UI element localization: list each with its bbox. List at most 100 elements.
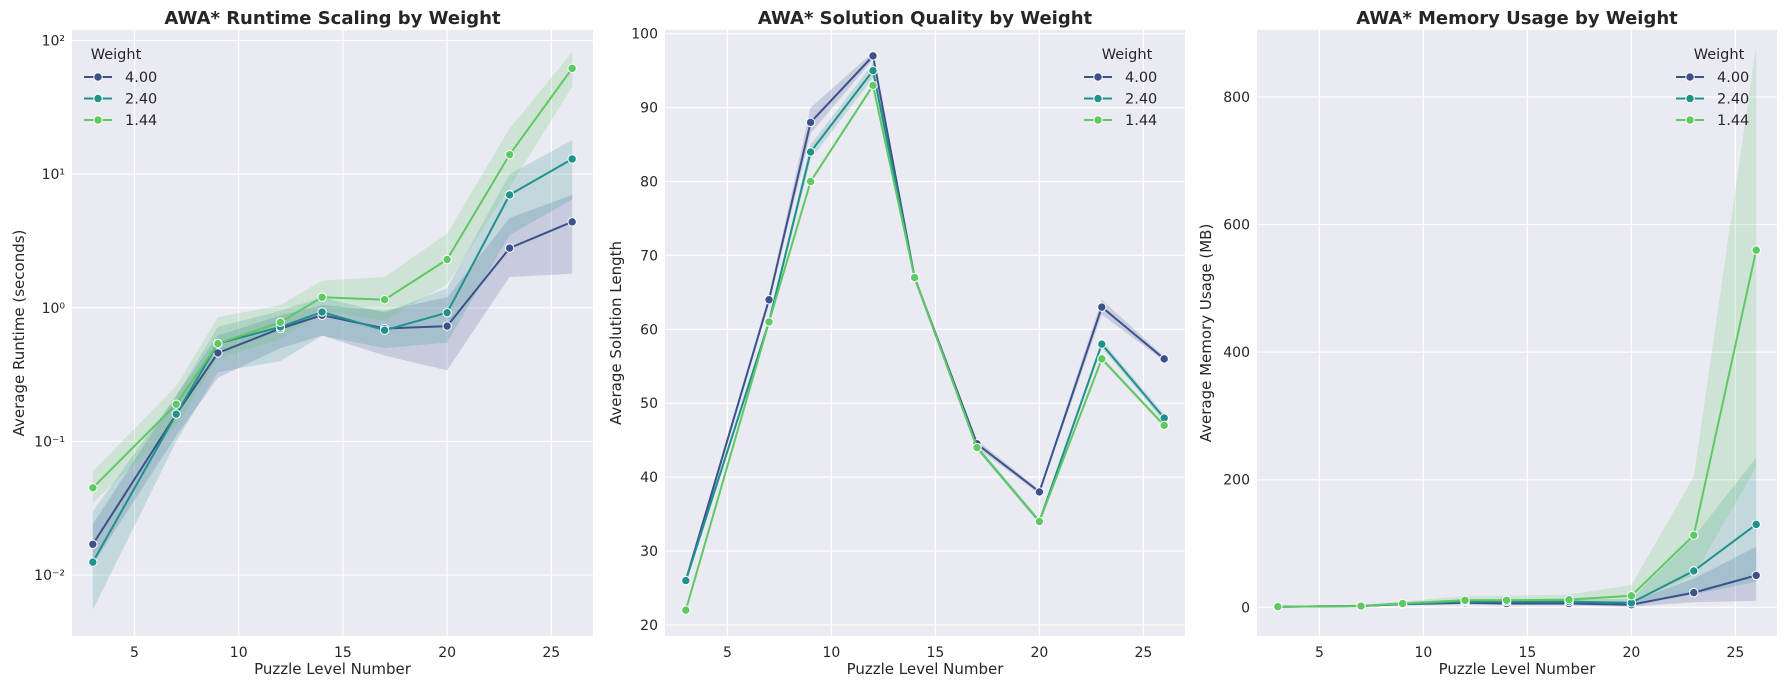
y-tick-label: 200 <box>1223 473 1250 489</box>
x-tick-label: 25 <box>1134 645 1152 661</box>
data-point <box>1273 601 1283 612</box>
y-tick-label: 40 <box>640 470 658 486</box>
data-point <box>868 65 878 76</box>
y-tick-label: 30 <box>640 544 658 560</box>
x-tick-label: 15 <box>926 645 944 661</box>
runtime-chart-panel: 5 10 15 20 25 10⁻² 10⁻¹ 10⁰ 10¹ 10² AWA* Runtime S… <box>10 8 593 678</box>
y-tick-label: 70 <box>640 248 658 264</box>
legend-title: Weight <box>1694 47 1745 63</box>
data-point <box>567 154 577 164</box>
data-point <box>1097 339 1107 349</box>
legend-label: 1.44 <box>1125 113 1157 129</box>
data-point <box>681 575 691 586</box>
x-axis-label: Puzzle Level Number <box>847 660 1005 678</box>
legend-label: 1.44 <box>1717 113 1749 129</box>
data-point <box>868 80 878 91</box>
legend-marker-1.44 <box>1685 115 1695 125</box>
data-point <box>442 321 452 331</box>
data-point <box>1397 598 1408 609</box>
y-tick-label: 20 <box>640 618 658 634</box>
legend-label: 4.00 <box>1125 70 1157 86</box>
legend-label: 2.40 <box>1717 92 1749 108</box>
data-point <box>171 409 181 419</box>
data-point <box>317 307 327 317</box>
y-axis-label: Average Solution Length <box>607 241 625 425</box>
data-point <box>1689 530 1699 540</box>
data-point <box>1751 245 1761 255</box>
y-tick-label: 60 <box>640 322 658 338</box>
data-point <box>504 190 515 200</box>
plot-area <box>72 30 593 636</box>
x-tick-label: 5 <box>130 645 139 661</box>
data-point <box>1097 354 1107 364</box>
chart-title: AWA* Runtime Scaling by Weight <box>164 8 501 29</box>
data-point <box>805 176 816 187</box>
x-tick-label: 15 <box>334 645 352 661</box>
legend: Weight 4.00 2.40 1.44 <box>84 47 157 129</box>
legend-marker-2.40 <box>1685 93 1695 104</box>
data-point <box>1034 516 1045 527</box>
data-point <box>213 348 223 358</box>
x-tick-label: 5 <box>1315 645 1324 661</box>
data-point <box>1689 566 1699 576</box>
data-point <box>1751 570 1761 581</box>
legend-title: Weight <box>1102 47 1153 63</box>
data-point <box>805 147 816 157</box>
x-tick-label: 20 <box>1030 645 1048 661</box>
legend-label: 1.44 <box>125 113 157 129</box>
y-tick-label: 10¹ <box>42 167 65 183</box>
data-point <box>868 51 878 61</box>
confidence-band-4.00 <box>1277 546 1757 608</box>
x-tick-label: 25 <box>542 645 560 661</box>
chart-title: AWA* Memory Usage by Weight <box>1356 8 1678 29</box>
x-tick-label: 5 <box>723 645 732 661</box>
data-point <box>379 325 390 335</box>
y-tick-label: 800 <box>1223 90 1250 106</box>
data-point <box>213 338 223 349</box>
y-tick-label: 10² <box>42 34 65 50</box>
data-point <box>379 295 390 305</box>
data-point <box>1097 302 1107 312</box>
data-point <box>1034 487 1045 497</box>
legend: Weight 4.00 2.40 1.44 <box>1084 47 1157 129</box>
x-tick-label: 10 <box>822 645 840 661</box>
x-tick-label: 10 <box>230 645 248 661</box>
legend-label: 2.40 <box>1125 92 1157 108</box>
y-axis-label: Average Memory Usage (MB) <box>1197 224 1215 443</box>
y-tick-label: 10⁻² <box>34 568 65 584</box>
confidence-band-4.00 <box>92 194 573 565</box>
legend-label: 4.00 <box>1717 70 1749 86</box>
x-tick-label: 15 <box>1518 645 1536 661</box>
legend-marker-4.00 <box>1093 72 1103 82</box>
data-point <box>805 117 816 128</box>
chart-title: AWA* Solution Quality by Weight <box>758 8 1093 29</box>
data-point <box>1751 519 1761 530</box>
data-point <box>504 149 515 160</box>
data-point <box>171 399 181 409</box>
plot-area <box>665 30 1185 636</box>
legend-label: 2.40 <box>125 92 157 108</box>
x-tick-label: 10 <box>1414 645 1432 661</box>
y-tick-label: 10⁻¹ <box>34 434 65 450</box>
data-point <box>972 442 982 453</box>
data-point <box>764 295 774 305</box>
data-point <box>1501 595 1512 605</box>
y-tick-label: 400 <box>1223 345 1250 361</box>
x-axis-label: Puzzle Level Number <box>254 660 412 678</box>
data-point <box>504 243 515 253</box>
y-tick-label: 0 <box>1241 600 1250 616</box>
data-point <box>909 272 920 283</box>
data-point <box>1626 591 1637 601</box>
legend-marker-4.00 <box>93 72 103 82</box>
legend-marker-1.44 <box>1093 115 1103 125</box>
data-point <box>681 605 691 615</box>
legend-marker-4.00 <box>1685 72 1695 82</box>
data-point <box>567 63 577 74</box>
data-point <box>1460 595 1470 605</box>
legend-label: 4.00 <box>125 70 157 86</box>
x-tick-label: 20 <box>1622 645 1640 661</box>
y-tick-label: 10⁰ <box>42 301 66 317</box>
legend-marker-2.40 <box>1093 93 1103 104</box>
memory-usage-chart-panel: 5 10 15 20 25 0 200 400 600 800 AWA* Memory Usage … <box>1197 8 1777 678</box>
